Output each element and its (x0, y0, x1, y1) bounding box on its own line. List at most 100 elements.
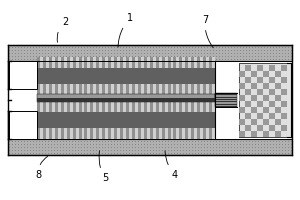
Bar (213, 53, 214, 54)
Bar (195, 59, 196, 60)
Bar (42, 144, 43, 145)
Bar (273, 59, 274, 60)
Bar (72, 153, 73, 154)
Bar (90, 50, 91, 51)
Bar (132, 47, 133, 48)
Bar (150, 128, 153, 139)
Bar (243, 59, 244, 60)
Bar (191, 57, 194, 68)
Bar (270, 59, 271, 60)
Bar (165, 47, 166, 48)
Bar (39, 150, 40, 151)
Bar (69, 50, 70, 51)
Bar (105, 53, 106, 54)
Bar (267, 153, 268, 154)
Bar (191, 84, 194, 94)
Bar (147, 56, 148, 57)
Bar (243, 47, 244, 48)
Bar (108, 47, 109, 48)
Bar (78, 56, 79, 57)
Bar (263, 83, 269, 89)
Bar (282, 141, 283, 142)
Bar (204, 56, 205, 57)
Bar (282, 144, 283, 145)
Bar (210, 56, 211, 57)
Bar (132, 141, 133, 142)
Bar (251, 107, 257, 113)
Bar (159, 47, 160, 48)
Bar (213, 47, 214, 48)
Bar (135, 147, 136, 148)
Bar (18, 150, 19, 151)
Bar (240, 147, 241, 148)
Bar (258, 56, 259, 57)
Bar (204, 144, 205, 145)
Bar (195, 141, 196, 142)
Bar (78, 50, 79, 51)
Bar (30, 144, 31, 145)
Bar (37, 84, 40, 94)
Bar (24, 53, 25, 54)
Bar (73, 128, 76, 139)
Bar (51, 150, 52, 151)
Bar (216, 141, 217, 142)
Bar (197, 102, 200, 112)
Bar (45, 56, 46, 57)
Bar (204, 141, 205, 142)
Bar (168, 150, 169, 151)
Bar (120, 144, 121, 145)
Bar (60, 56, 61, 57)
Bar (177, 153, 178, 154)
Bar (69, 59, 70, 60)
Bar (102, 147, 103, 148)
Bar (239, 131, 245, 137)
Bar (215, 99, 237, 100)
Bar (96, 128, 99, 139)
Bar (258, 153, 259, 154)
Bar (84, 153, 85, 154)
Bar (207, 59, 208, 60)
Bar (156, 128, 159, 139)
Bar (51, 141, 52, 142)
Bar (15, 144, 16, 145)
Bar (45, 150, 46, 151)
Bar (93, 150, 94, 151)
Bar (173, 128, 176, 139)
Bar (174, 59, 175, 60)
Bar (18, 147, 19, 148)
Bar (141, 56, 142, 57)
Bar (51, 59, 52, 60)
Bar (39, 53, 40, 54)
Bar (129, 53, 130, 54)
Bar (231, 50, 232, 51)
Bar (257, 125, 263, 131)
Bar (156, 59, 157, 60)
Bar (213, 153, 214, 154)
Bar (219, 53, 220, 54)
Bar (63, 50, 64, 51)
Bar (147, 50, 148, 51)
Bar (251, 119, 257, 125)
Bar (69, 144, 70, 145)
Bar (96, 47, 97, 48)
Bar (189, 150, 190, 151)
Bar (108, 150, 109, 151)
Bar (251, 83, 257, 89)
Bar (275, 131, 281, 137)
Bar (279, 150, 280, 151)
Bar (114, 147, 115, 148)
Bar (279, 56, 280, 57)
Bar (177, 59, 178, 60)
Bar (9, 59, 10, 60)
Bar (285, 50, 286, 51)
Bar (281, 89, 287, 95)
Bar (183, 50, 184, 51)
Bar (9, 56, 10, 57)
Bar (291, 50, 292, 51)
Bar (261, 47, 262, 48)
Bar (281, 113, 287, 119)
Bar (156, 53, 157, 54)
Bar (123, 150, 124, 151)
Bar (225, 59, 226, 60)
Bar (33, 150, 34, 151)
